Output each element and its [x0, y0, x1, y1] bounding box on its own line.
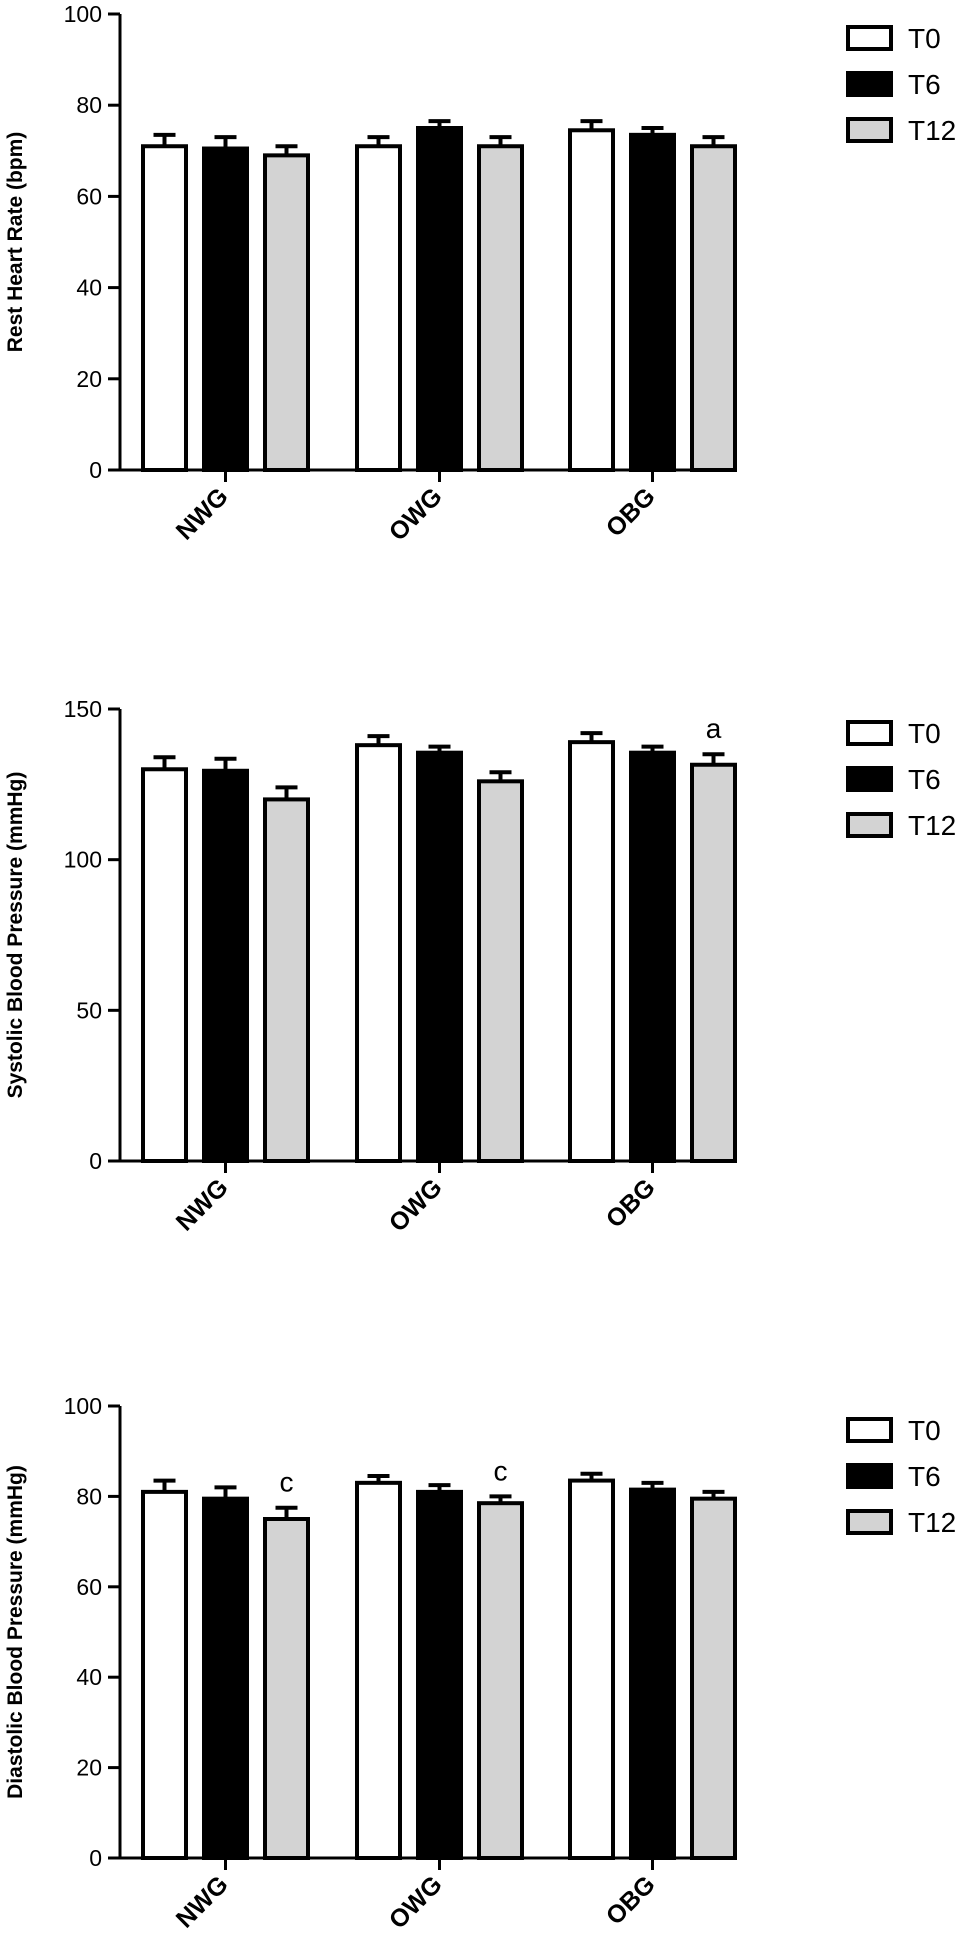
chart-panel-dbp: 0 20 40 60 80 100 Diastolic Blood Pressure (mm… — [4, 1393, 956, 1934]
bar-hr-owg-t6 — [416, 126, 463, 472]
legend-label-t12: T12 — [908, 1507, 956, 1538]
chart-panel-sbp: 0 50 100 150 Systolic Blood Pressure (mmHg) N… — [4, 696, 956, 1237]
y-tick-label: 80 — [76, 92, 102, 118]
y-tick-label: 20 — [76, 1755, 102, 1781]
y-axis-title: Systolic Blood Pressure (mmHg) — [4, 772, 27, 1099]
legend-label-t0: T0 — [908, 718, 941, 749]
legend-swatch-t6 — [846, 766, 893, 792]
y-tick-label: 40 — [76, 1664, 102, 1690]
legend-swatch-t6 — [846, 1463, 893, 1489]
x-category-label: OWG — [384, 482, 448, 546]
bar-dbp-obg-t6 — [629, 1487, 676, 1860]
bar-hr-obg-t0 — [568, 128, 615, 472]
x-category-label: OBG — [601, 1870, 661, 1930]
bar-sbp-obg-t12 — [690, 762, 737, 1163]
bar-hr-nwg-t0 — [141, 144, 188, 473]
significance-annotation: c — [280, 1467, 294, 1498]
significance-annotation: a — [706, 713, 722, 744]
legend-swatch-t0 — [846, 1417, 893, 1443]
legend-swatch-t0 — [846, 720, 893, 746]
bar-hr-nwg-t6 — [202, 146, 249, 473]
y-tick-label: 0 — [89, 457, 102, 483]
legend-label-t0: T0 — [908, 1415, 941, 1446]
x-category-label: NWG — [171, 1173, 234, 1236]
legend-label-t6: T6 — [908, 764, 941, 795]
x-category-label: OWG — [384, 1870, 448, 1934]
y-axis-title: Rest Heart Rate (bpm) — [4, 132, 27, 353]
bar-hr-obg-t6 — [629, 132, 676, 472]
y-tick-label: 100 — [64, 1393, 102, 1419]
bar-dbp-nwg-t12 — [263, 1517, 310, 1860]
bar-sbp-obg-t0 — [568, 740, 615, 1163]
bar-sbp-owg-t12 — [477, 779, 524, 1163]
x-category-label: NWG — [171, 482, 234, 545]
legend-label-t12: T12 — [908, 115, 956, 146]
bar-dbp-obg-t0 — [568, 1478, 615, 1860]
bar-hr-obg-t12 — [690, 144, 737, 473]
y-tick-label: 100 — [64, 847, 102, 873]
legend-swatch-t12 — [846, 812, 893, 838]
y-tick-label: 60 — [76, 183, 102, 209]
bar-dbp-obg-t12 — [690, 1496, 737, 1861]
x-category-label: OBG — [601, 482, 661, 542]
legend-swatch-t12 — [846, 1509, 893, 1535]
legend-swatch-t12 — [846, 117, 893, 143]
bar-sbp-nwg-t6 — [202, 768, 249, 1163]
y-tick-label: 0 — [89, 1845, 102, 1871]
bar-sbp-owg-t0 — [355, 743, 402, 1163]
bar-sbp-owg-t6 — [416, 750, 463, 1164]
legend-label-t12: T12 — [908, 810, 956, 841]
bar-dbp-owg-t6 — [416, 1489, 463, 1860]
x-category-label: NWG — [171, 1870, 234, 1933]
bar-hr-nwg-t12 — [263, 153, 310, 473]
y-tick-label: 60 — [76, 1574, 102, 1600]
legend-label-t0: T0 — [908, 23, 941, 54]
chart-panel-hr: 0 20 40 60 80 100 Rest Heart Rate (bpm) NWG OWG O… — [4, 1, 956, 546]
bar-dbp-nwg-t6 — [202, 1496, 249, 1861]
bar-hr-owg-t12 — [477, 144, 524, 473]
significance-annotation: c — [494, 1455, 508, 1486]
y-tick-label: 40 — [76, 275, 102, 301]
bar-dbp-nwg-t0 — [141, 1489, 188, 1860]
bar-sbp-nwg-t12 — [263, 797, 310, 1164]
x-category-label: OWG — [384, 1173, 448, 1237]
legend-label-t6: T6 — [908, 1461, 941, 1492]
y-tick-label: 100 — [64, 1, 102, 27]
x-category-label: OBG — [601, 1173, 661, 1233]
bar-sbp-obg-t6 — [629, 750, 676, 1164]
y-tick-label: 50 — [76, 997, 102, 1023]
legend-swatch-t6 — [846, 71, 893, 97]
y-axis-title: Diastolic Blood Pressure (mmHg) — [4, 1465, 27, 1799]
legend-swatch-t0 — [846, 25, 893, 51]
bar-dbp-owg-t0 — [355, 1480, 402, 1860]
bar-sbp-nwg-t0 — [141, 767, 188, 1163]
y-tick-label: 0 — [89, 1148, 102, 1174]
bar-dbp-owg-t12 — [477, 1501, 524, 1861]
y-tick-label: 150 — [64, 696, 102, 722]
y-tick-label: 20 — [76, 366, 102, 392]
bar-hr-owg-t0 — [355, 144, 402, 473]
legend-label-t6: T6 — [908, 69, 941, 100]
y-tick-label: 80 — [76, 1483, 102, 1509]
